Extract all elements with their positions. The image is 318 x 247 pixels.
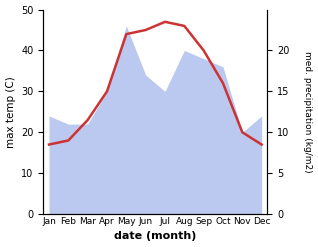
Y-axis label: med. precipitation (kg/m2): med. precipitation (kg/m2) [303, 51, 313, 173]
X-axis label: date (month): date (month) [114, 231, 197, 242]
Y-axis label: max temp (C): max temp (C) [5, 76, 16, 148]
